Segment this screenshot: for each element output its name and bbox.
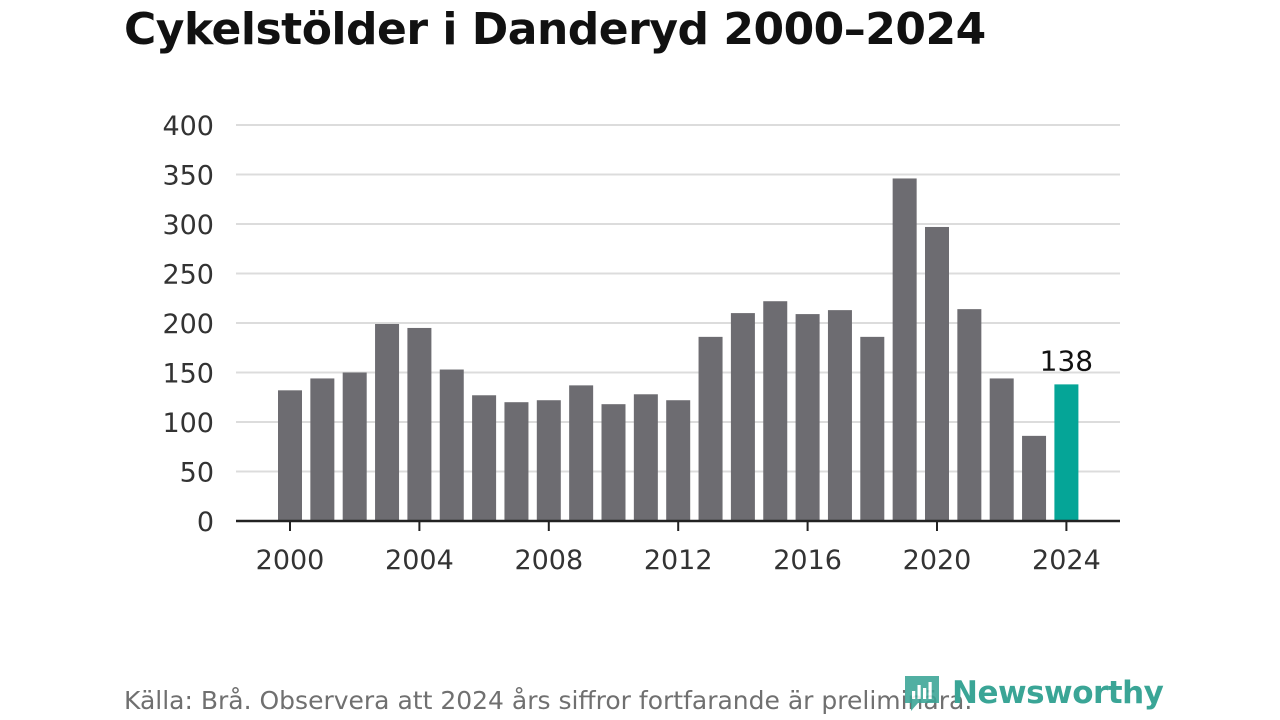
newsworthy-logo: Newsworthy [902, 670, 1164, 716]
bar-2018 [860, 336, 885, 521]
x-tick-label: 2008 [514, 545, 583, 576]
y-tick-label: 0 [197, 507, 214, 538]
y-tick-label: 100 [162, 408, 214, 439]
bar-2012 [666, 400, 691, 521]
bar-2015 [763, 301, 788, 521]
bar-2000 [278, 390, 302, 521]
bar-2016 [795, 314, 820, 521]
x-tick-label: 2024 [1032, 545, 1101, 576]
bar-2022 [989, 378, 1014, 521]
bar-2014 [730, 313, 755, 521]
data-label-2024: 138 [1040, 344, 1093, 377]
bar-2024 [1054, 384, 1079, 521]
y-tick-label: 200 [162, 309, 214, 340]
bar-2009 [569, 385, 594, 521]
bar-2013 [698, 336, 723, 521]
y-tick-label: 150 [162, 359, 214, 390]
bar-2010 [601, 404, 626, 521]
bar-2020 [925, 226, 949, 521]
y-tick-label: 400 [162, 111, 214, 142]
x-tick-label: 2020 [903, 545, 972, 576]
chart-title: Cykelstölder i Danderyd 2000–2024 [124, 4, 986, 55]
source-note: Källa: Brå. Observera att 2024 års siffr… [124, 686, 973, 715]
bar-2007 [504, 402, 529, 521]
bar-2021 [957, 309, 982, 521]
bar-chart: 0 50 100 150 200 250 300 350 400 2000 2004 2008 201… [162, 111, 1120, 576]
bar-2005 [439, 369, 464, 521]
bar-2002 [342, 372, 367, 521]
logo-text: Newsworthy [952, 675, 1164, 711]
x-tick-label: 2000 [256, 545, 325, 576]
bar-2011 [633, 394, 658, 521]
bar-2008 [536, 400, 561, 521]
bar-2001 [310, 378, 335, 521]
x-tick-label: 2004 [385, 545, 454, 576]
newsworthy-logo-icon [905, 676, 939, 711]
bar-annotations: 138 [1040, 344, 1093, 377]
bar-2006 [472, 395, 497, 521]
y-tick-label: 300 [162, 210, 214, 241]
x-tick-label: 2016 [773, 545, 842, 576]
y-tick-label: 50 [180, 458, 214, 489]
bar-2004 [407, 327, 432, 521]
x-axis-ticks: 2000 2004 2008 2012 2016 2020 2024 [256, 521, 1101, 576]
bar-2017 [827, 310, 852, 521]
y-tick-label: 350 [162, 161, 214, 192]
y-axis-tick-labels: 0 50 100 150 200 250 300 350 400 [162, 111, 214, 538]
bars [278, 178, 1079, 521]
bar-2023 [1022, 435, 1047, 521]
bar-2019 [892, 178, 917, 521]
y-tick-label: 250 [162, 260, 214, 291]
x-tick-label: 2012 [644, 545, 713, 576]
bar-2003 [375, 323, 400, 521]
